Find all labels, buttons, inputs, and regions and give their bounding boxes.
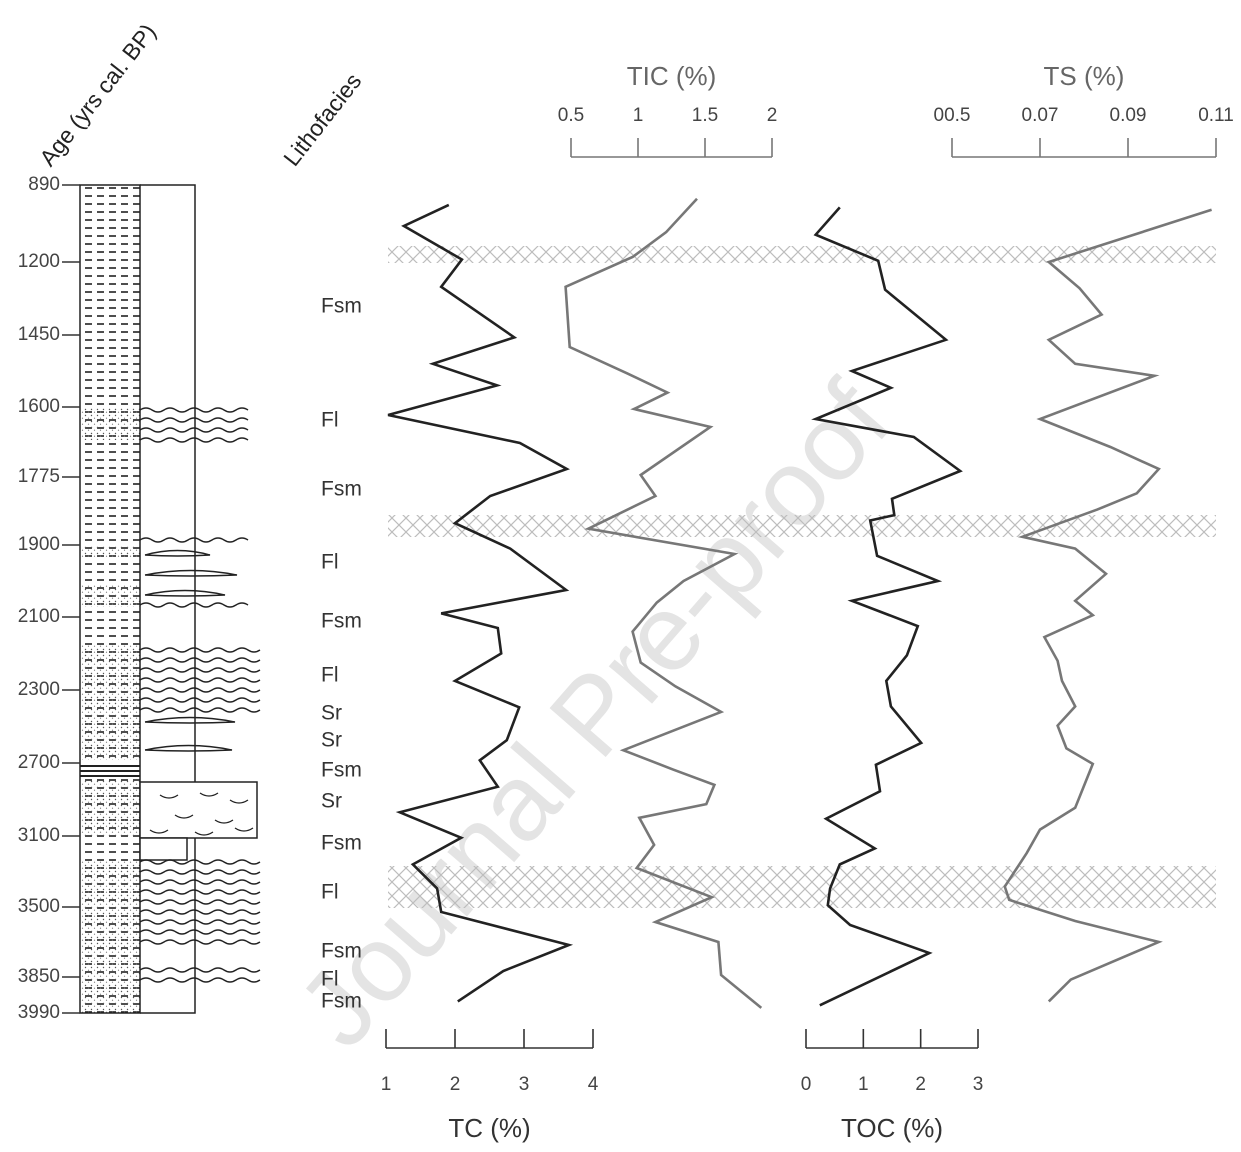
y-tick-label: 3850	[18, 966, 60, 987]
y-tick-label: 3500	[18, 896, 60, 917]
lithology-symbol	[140, 658, 260, 662]
lithofacies-label: Fsm	[321, 832, 362, 855]
y-tick-label: 1900	[18, 534, 60, 555]
x-axis-title: TS (%)	[1044, 61, 1125, 91]
lithology-symbol	[140, 940, 260, 944]
lithology-column	[80, 185, 260, 1013]
lithology-symbol	[140, 428, 248, 432]
lithology-symbol	[140, 668, 260, 672]
x-tick-label: 2	[450, 1074, 461, 1095]
y-tick-label: 1200	[18, 251, 60, 272]
y-tick-label: 3990	[18, 1002, 60, 1023]
x-tick-label: 1.5	[692, 105, 718, 126]
lithofacies-label: Fl	[321, 881, 339, 904]
lithofacies-label: Fsm	[321, 295, 362, 318]
lithology-symbol	[140, 678, 260, 682]
lithology-symbol	[140, 920, 260, 924]
y-tick-label: 1600	[18, 396, 60, 417]
lithofacies-label: Fsm	[321, 990, 362, 1013]
x-tick-label: 4	[588, 1074, 599, 1095]
lithology-symbol	[140, 708, 260, 712]
lithology-symbol	[140, 648, 260, 652]
x-tick-label: 0.11	[1198, 105, 1234, 126]
x-tick-label: 0.07	[1022, 105, 1059, 126]
y-tick-label: 2700	[18, 752, 60, 773]
lithology-symbol	[140, 890, 260, 894]
x-tick-label: 3	[519, 1074, 530, 1095]
lithofacies-label: Fl	[321, 409, 339, 432]
y-tick-label: 2100	[18, 606, 60, 627]
x-tick-label: 2	[915, 1074, 926, 1095]
lithology-symbol	[140, 870, 260, 874]
x-tick-label: 00.5	[934, 105, 971, 126]
x-axis-title: TC (%)	[448, 1113, 530, 1143]
lithology-symbol	[140, 900, 260, 904]
lithology-symbol	[140, 968, 260, 972]
lithofacies-label: Fsm	[321, 610, 362, 633]
y-tick-label: 1775	[18, 466, 60, 487]
lithofacies-label: Fsm	[321, 759, 362, 782]
x-tick-label: 0	[801, 1074, 812, 1095]
lithology-symbol	[145, 551, 210, 557]
x-tick-label: 0.09	[1110, 105, 1147, 126]
lithology-symbol	[140, 538, 248, 542]
lithology-symbol	[145, 571, 237, 577]
x-tick-label: 2	[767, 105, 778, 126]
y-tick-label: 3100	[18, 825, 60, 846]
figure: Journal Pre-proof Age (yrs cal. BP) Lith…	[0, 0, 1241, 1152]
lithology-symbol	[140, 603, 248, 607]
lithofacies-title: Lithofacies	[278, 68, 366, 171]
y-tick-label: 1450	[18, 324, 60, 345]
lithofacies-label: Sr	[321, 702, 342, 725]
y-tick-label: 2300	[18, 679, 60, 700]
lithology-symbol	[140, 910, 260, 914]
x-tick-label: 1	[381, 1074, 392, 1095]
lithology-symbol	[140, 930, 260, 934]
lithofacies-label: Fsm	[321, 940, 362, 963]
lithology-symbol	[140, 438, 248, 442]
y-tick-label: 890	[28, 174, 60, 195]
lithology-symbol	[140, 688, 260, 692]
watermark: Journal Pre-proof	[274, 359, 913, 1069]
x-tick-label: 1	[633, 105, 644, 126]
x-tick-label: 0.5	[558, 105, 584, 126]
lithofacies-label: Fsm	[321, 478, 362, 501]
lithology-symbol	[140, 408, 248, 412]
lithology-symbol	[140, 418, 248, 422]
lithology-symbol	[145, 746, 232, 752]
x-axis-title: TOC (%)	[841, 1113, 943, 1143]
lithofacies-label: Fl	[321, 551, 339, 574]
hatched-band	[388, 515, 1216, 537]
lithofacies-label: Sr	[321, 790, 342, 813]
lithology-symbol	[140, 698, 260, 702]
lithology-symbol	[140, 978, 260, 982]
lithofacies-label: Fl	[321, 968, 339, 991]
age-axis-title: Age (yrs cal. BP)	[34, 19, 161, 171]
lithology-symbol	[140, 880, 260, 884]
lithofacies-label: Sr	[321, 729, 342, 752]
x-axis-title: TIC (%)	[627, 61, 717, 91]
lithology-symbol	[145, 591, 225, 597]
lithology-symbol	[145, 718, 235, 724]
page: {"watermark": "Journal Pre-proof", "age_…	[0, 0, 1241, 1152]
lithofacies-label: Fl	[321, 664, 339, 687]
hatched-band	[388, 866, 1216, 908]
x-tick-label: 1	[858, 1074, 869, 1095]
x-tick-label: 3	[973, 1074, 984, 1095]
